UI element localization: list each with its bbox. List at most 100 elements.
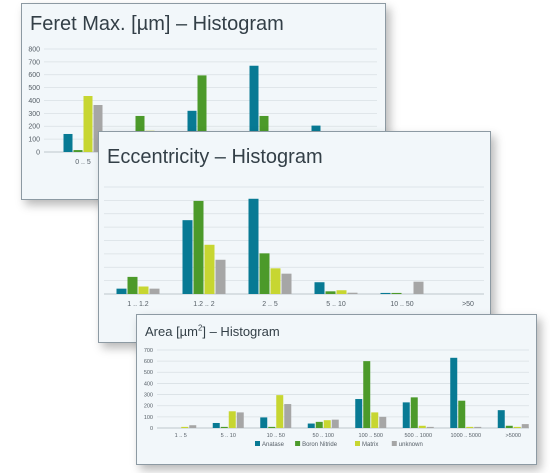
bar-boron-nitride-10-50 xyxy=(268,426,276,428)
y-tick-label: 300 xyxy=(144,392,153,398)
category-label: 1000 .. 5000 xyxy=(450,433,481,439)
legend-swatch-matrix xyxy=(355,441,360,446)
legend-swatch-boron-nitride xyxy=(295,441,301,446)
y-tick-label: 700 xyxy=(144,348,153,354)
bar-unknown-50-100 xyxy=(331,419,339,428)
bar-unknown-10-50 xyxy=(284,404,292,428)
bar-matrix-50-100 xyxy=(323,420,331,428)
y-tick-label: 300 xyxy=(28,111,40,118)
area-title-end: ] – Histogram xyxy=(202,324,280,339)
y-tick-label: 700 xyxy=(28,59,40,66)
bar-unknown-2-5 xyxy=(281,273,292,294)
category-label: 50 .. 100 xyxy=(313,433,334,439)
bar-matrix-1-1-2 xyxy=(138,286,149,294)
bar-anatase-2-5 xyxy=(248,198,259,294)
bar-unknown-5-10 xyxy=(347,292,358,294)
bar-boron-nitride-1-2-2 xyxy=(193,200,204,294)
bar-unknown-5000 xyxy=(521,424,529,428)
bar-boron-nitride-5000 xyxy=(505,425,513,428)
y-tick-label: 400 xyxy=(144,381,153,387)
y-tick-label: 600 xyxy=(28,72,40,79)
bar-boron-nitride-500-1000 xyxy=(410,397,418,428)
bar-unknown-1-5 xyxy=(189,425,197,428)
bar-unknown-1-2-2 xyxy=(215,259,226,294)
bar-matrix-500-1000 xyxy=(418,425,426,428)
y-tick-label: 200 xyxy=(28,124,40,131)
bar-matrix-10-50 xyxy=(276,395,284,428)
y-tick-label: 200 xyxy=(144,404,153,410)
bar-anatase-5-10 xyxy=(212,422,220,428)
bar-boron-nitride-1-1-2 xyxy=(127,276,138,294)
category-label: 5 .. 10 xyxy=(326,301,346,308)
category-label: 100 .. 500 xyxy=(359,433,383,439)
bar-anatase-5000 xyxy=(497,410,505,428)
y-tick-label: 500 xyxy=(28,85,40,92)
eccentricity-histogram-title: Eccentricity – Histogram xyxy=(107,146,323,168)
bar-matrix-2-5 xyxy=(270,268,281,294)
bar-anatase-5-10 xyxy=(314,282,325,294)
bar-matrix-1000-5000 xyxy=(466,426,474,428)
bar-boron-nitride-10-50 xyxy=(391,292,402,294)
bar-boron-nitride-0-5 xyxy=(73,150,83,152)
bar-matrix-1-5 xyxy=(181,426,189,428)
bar-anatase-10-50 xyxy=(380,292,391,294)
bar-matrix-5-10 xyxy=(228,411,236,428)
bar-anatase-1-2-2 xyxy=(182,220,193,294)
bar-unknown-0-5 xyxy=(93,105,103,152)
bar-unknown-1-1-2 xyxy=(149,288,160,294)
area-title-main: Area [µm xyxy=(145,324,199,339)
bar-boron-nitride-50-100 xyxy=(315,421,323,428)
category-label: 0 .. 5 xyxy=(75,159,91,166)
bar-unknown-100-500 xyxy=(379,416,387,428)
category-label: 5 .. 10 xyxy=(221,433,236,439)
category-label: >50 xyxy=(462,301,474,308)
bar-anatase-0-5 xyxy=(63,133,73,152)
category-label: >5000 xyxy=(506,433,521,439)
eccentricity-histogram-chart: 1 .. 1.2 1.2 .. 2 2 .. 5 5 .. 10 10 .. 50 >50 xyxy=(104,186,484,308)
bar-anatase-50-100 xyxy=(249,65,259,152)
y-tick-label: 500 xyxy=(144,370,153,376)
bar-anatase-1000-5000 xyxy=(450,357,458,428)
eccentricity-histogram-card: 1 .. 1.2 1.2 .. 2 2 .. 5 5 .. 10 10 .. 50 >50… xyxy=(98,131,491,343)
bar-boron-nitride-2-5 xyxy=(259,253,270,294)
legend-swatch-anatase xyxy=(255,441,260,446)
area-histogram-card: 0 100 200 300 400 500 600 700 1 .. 5 5 .. 10 10 ..… xyxy=(136,314,537,465)
category-label: 10 .. 50 xyxy=(267,433,285,439)
category-label: 1 .. 1.2 xyxy=(127,301,149,308)
bar-anatase-10-50 xyxy=(260,417,268,428)
bar-anatase-100-500 xyxy=(355,399,363,428)
y-tick-label: 400 xyxy=(28,98,40,105)
bar-anatase-50-100 xyxy=(307,423,315,428)
bar-matrix-5000 xyxy=(513,426,521,428)
bar-unknown-500-1000 xyxy=(426,426,434,428)
y-tick-label: 100 xyxy=(28,137,40,144)
legend-label-anatase: Anatase xyxy=(262,442,285,448)
y-tick-label: 0 xyxy=(150,426,153,432)
category-label: 500 .. 1000 xyxy=(404,433,432,439)
y-tick-label: 100 xyxy=(144,415,153,421)
bar-anatase-1-1-2 xyxy=(116,288,127,294)
y-tick-label: 800 xyxy=(28,46,40,53)
category-label: 2 .. 5 xyxy=(262,301,278,308)
category-label: 1 .. 5 xyxy=(175,433,187,439)
legend-label-boron-nitride: Boron Nitride xyxy=(302,442,338,448)
legend-swatch-unknown xyxy=(391,441,397,446)
area-histogram-chart: 0 100 200 300 400 500 600 700 1 .. 5 5 .. 10 10 ..… xyxy=(144,348,529,448)
bar-matrix-1-2-2 xyxy=(204,244,215,294)
bar-matrix-5-10 xyxy=(336,290,347,294)
legend-label-matrix: Matrix xyxy=(362,442,378,448)
bar-matrix-100-500 xyxy=(371,412,379,428)
category-label: 10 .. 50 xyxy=(390,301,413,308)
bar-unknown-1000-5000 xyxy=(474,426,482,428)
area-histogram-title: Area [µm2] – Histogram xyxy=(145,324,280,339)
bar-boron-nitride-5-10 xyxy=(220,426,228,428)
y-tick-label: 0 xyxy=(36,149,40,156)
y-tick-label: 600 xyxy=(144,359,153,365)
bar-unknown-10-50 xyxy=(413,281,424,294)
bar-unknown-5-10 xyxy=(236,412,244,428)
feret-histogram-title: Feret Max. [µm] – Histogram xyxy=(30,13,284,35)
bar-boron-nitride-10-50 xyxy=(197,75,207,152)
bar-anatase-500-1000 xyxy=(402,402,410,428)
legend-label-unknown: unknown xyxy=(399,442,423,448)
bar-boron-nitride-5-10 xyxy=(325,291,336,294)
